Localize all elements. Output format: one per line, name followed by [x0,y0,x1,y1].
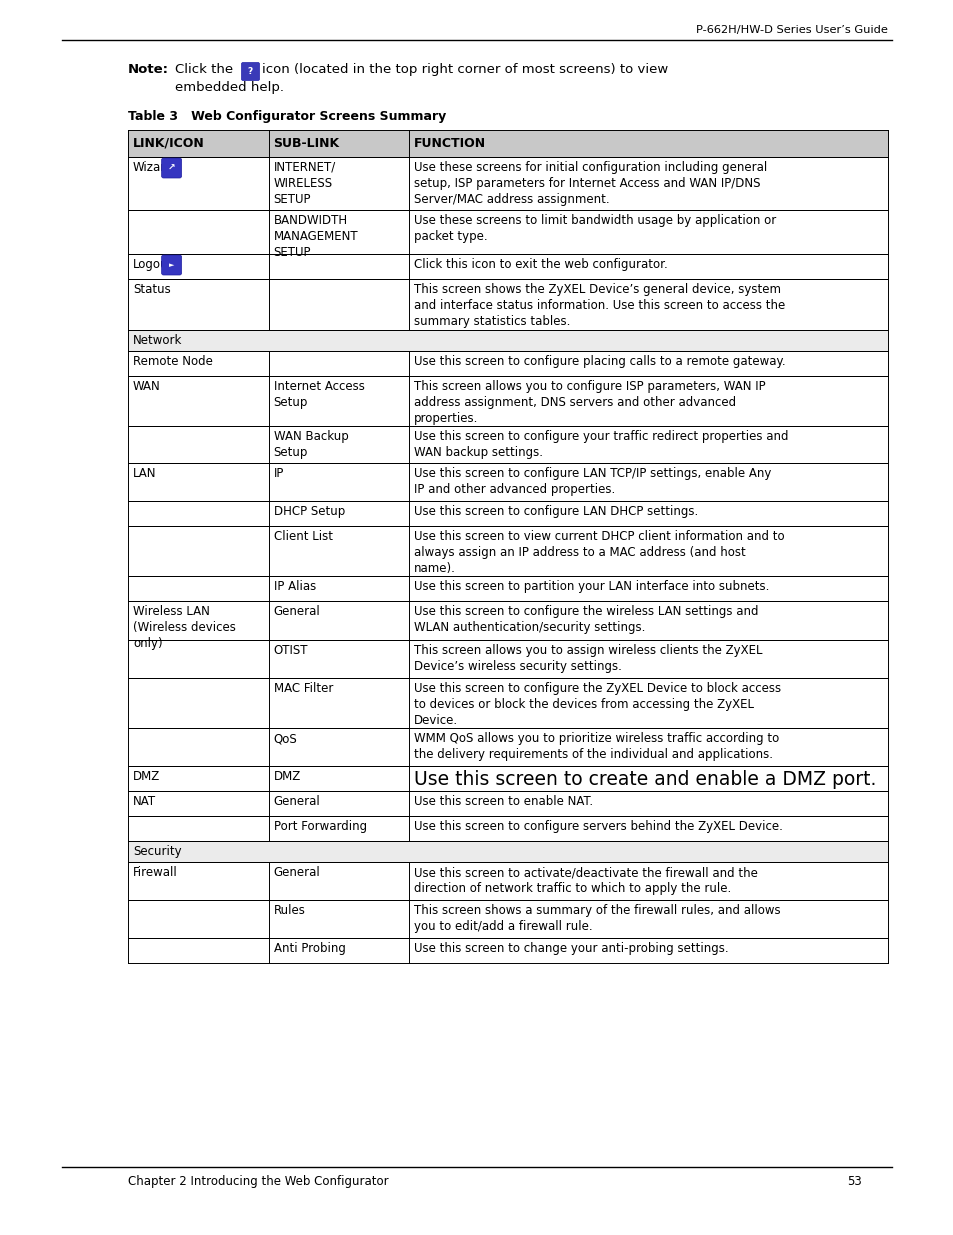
Text: BANDWIDTH
MANAGEMENT
SETUP: BANDWIDTH MANAGEMENT SETUP [274,214,357,259]
Text: Rules: Rules [274,904,305,918]
Bar [128,157,887,210]
Bar [128,601,887,640]
Text: Firewall: Firewall [132,866,177,879]
Bar [128,426,887,463]
Text: This screen allows you to assign wireless clients the ZyXEL
Device’s wireless se: This screen allows you to assign wireles… [414,643,761,673]
FancyBboxPatch shape [241,63,259,80]
Bar [128,790,887,816]
Bar [128,678,887,727]
Text: Use this screen to configure the ZyXEL Device to block access
to devices or bloc: Use this screen to configure the ZyXEL D… [414,682,781,727]
Text: Use this screen to configure LAN TCP/IP settings, enable Any
IP and other advanc: Use this screen to configure LAN TCP/IP … [414,467,771,496]
Text: SUB-LINK: SUB-LINK [274,137,339,149]
Bar [128,501,887,526]
Text: Use these screens to limit bandwidth usage by application or
packet type.: Use these screens to limit bandwidth usa… [414,214,776,243]
Text: Click the: Click the [174,63,233,77]
Text: Internet Access
Setup: Internet Access Setup [274,380,364,409]
Text: ↗: ↗ [168,163,175,173]
Text: WMM QoS allows you to prioritize wireless traffic according to
the delivery requ: WMM QoS allows you to prioritize wireles… [414,732,779,761]
Text: IP Alias: IP Alias [274,580,315,593]
Bar [128,939,887,963]
Text: LAN: LAN [132,467,156,480]
Bar [128,330,887,351]
Bar [128,279,887,330]
Text: ?: ? [248,67,253,77]
Text: General: General [274,795,320,808]
Text: This screen allows you to configure ISP parameters, WAN IP
address assignment, D: This screen allows you to configure ISP … [414,380,765,425]
Text: Use this screen to change your anti-probing settings.: Use this screen to change your anti-prob… [414,942,728,955]
Text: Anti Probing: Anti Probing [274,942,345,955]
Bar [128,816,887,841]
Bar [128,576,887,601]
Text: MAC Filter: MAC Filter [274,682,333,695]
Text: Network: Network [132,333,182,347]
Text: Use this screen to configure the wireless LAN settings and
WLAN authentication/s: Use this screen to configure the wireles… [414,605,758,634]
Bar [128,130,887,157]
Text: NAT: NAT [132,795,156,808]
Text: DMZ: DMZ [274,769,300,783]
Text: Use this screen to partition your LAN interface into subnets.: Use this screen to partition your LAN in… [414,580,769,593]
Text: DHCP Setup: DHCP Setup [274,505,344,517]
Text: Wizard: Wizard [132,161,173,174]
Bar [128,210,887,254]
Text: Client List: Client List [274,530,333,543]
Text: Remote Node: Remote Node [132,354,213,368]
Text: embedded help.: embedded help. [174,82,284,94]
Text: General: General [274,605,320,618]
Text: Use this screen to configure placing calls to a remote gateway.: Use this screen to configure placing cal… [414,354,785,368]
Text: This screen shows the ZyXEL Device’s general device, system
and interface status: This screen shows the ZyXEL Device’s gen… [414,283,784,329]
Bar [128,862,887,900]
Text: icon (located in the top right corner of most screens) to view: icon (located in the top right corner of… [262,63,667,77]
Text: Wireless LAN
(Wireless devices
only): Wireless LAN (Wireless devices only) [132,605,235,650]
Text: Use this screen to configure servers behind the ZyXEL Device.: Use this screen to configure servers beh… [414,820,782,832]
Text: Use this screen to enable NAT.: Use this screen to enable NAT. [414,795,593,808]
Text: 53: 53 [846,1174,862,1188]
Bar [128,727,887,766]
Bar [128,526,887,576]
Text: ►: ► [169,262,174,268]
Bar [128,766,887,790]
Text: Click this icon to exit the web configurator.: Click this icon to exit the web configur… [414,258,667,270]
Text: LINK/ICON: LINK/ICON [132,137,205,149]
Bar [128,640,887,678]
Bar [128,463,887,501]
Text: Status: Status [132,283,171,296]
FancyBboxPatch shape [161,158,181,178]
Text: General: General [274,866,320,879]
Text: This screen shows a summary of the firewall rules, and allows
you to edit/add a : This screen shows a summary of the firew… [414,904,780,932]
Text: Use this screen to create and enable a DMZ port.: Use this screen to create and enable a D… [414,769,876,789]
Text: WAN Backup
Setup: WAN Backup Setup [274,430,348,459]
Text: P-662H/HW-D Series User’s Guide: P-662H/HW-D Series User’s Guide [696,25,887,35]
Text: Table 3   Web Configurator Screens Summary: Table 3 Web Configurator Screens Summary [128,110,446,124]
Bar [128,841,887,862]
Bar [128,254,887,279]
Text: QoS: QoS [274,732,297,745]
Bar [128,351,887,375]
Text: IP: IP [274,467,284,480]
Bar [128,375,887,426]
Text: Logout: Logout [132,258,173,270]
Text: DMZ: DMZ [132,769,160,783]
Text: WAN: WAN [132,380,161,393]
Text: Use this screen to view current DHCP client information and to
always assign an : Use this screen to view current DHCP cli… [414,530,784,576]
Text: Use this screen to configure your traffic redirect properties and
WAN backup set: Use this screen to configure your traffi… [414,430,788,459]
Text: OTIST: OTIST [274,643,308,657]
Text: Use this screen to activate/deactivate the firewall and the
direction of network: Use this screen to activate/deactivate t… [414,866,758,895]
Text: INTERNET/
WIRELESS
SETUP: INTERNET/ WIRELESS SETUP [274,161,335,206]
Text: Use this screen to configure LAN DHCP settings.: Use this screen to configure LAN DHCP se… [414,505,698,517]
Text: Port Forwarding: Port Forwarding [274,820,366,832]
Text: FUNCTION: FUNCTION [414,137,486,149]
Text: Note:: Note: [128,63,169,77]
Text: Use these screens for initial configuration including general
setup, ISP paramet: Use these screens for initial configurat… [414,161,766,206]
Text: Chapter 2 Introducing the Web Configurator: Chapter 2 Introducing the Web Configurat… [128,1174,388,1188]
Bar [128,900,887,939]
Text: Security: Security [132,845,181,858]
FancyBboxPatch shape [161,254,181,275]
